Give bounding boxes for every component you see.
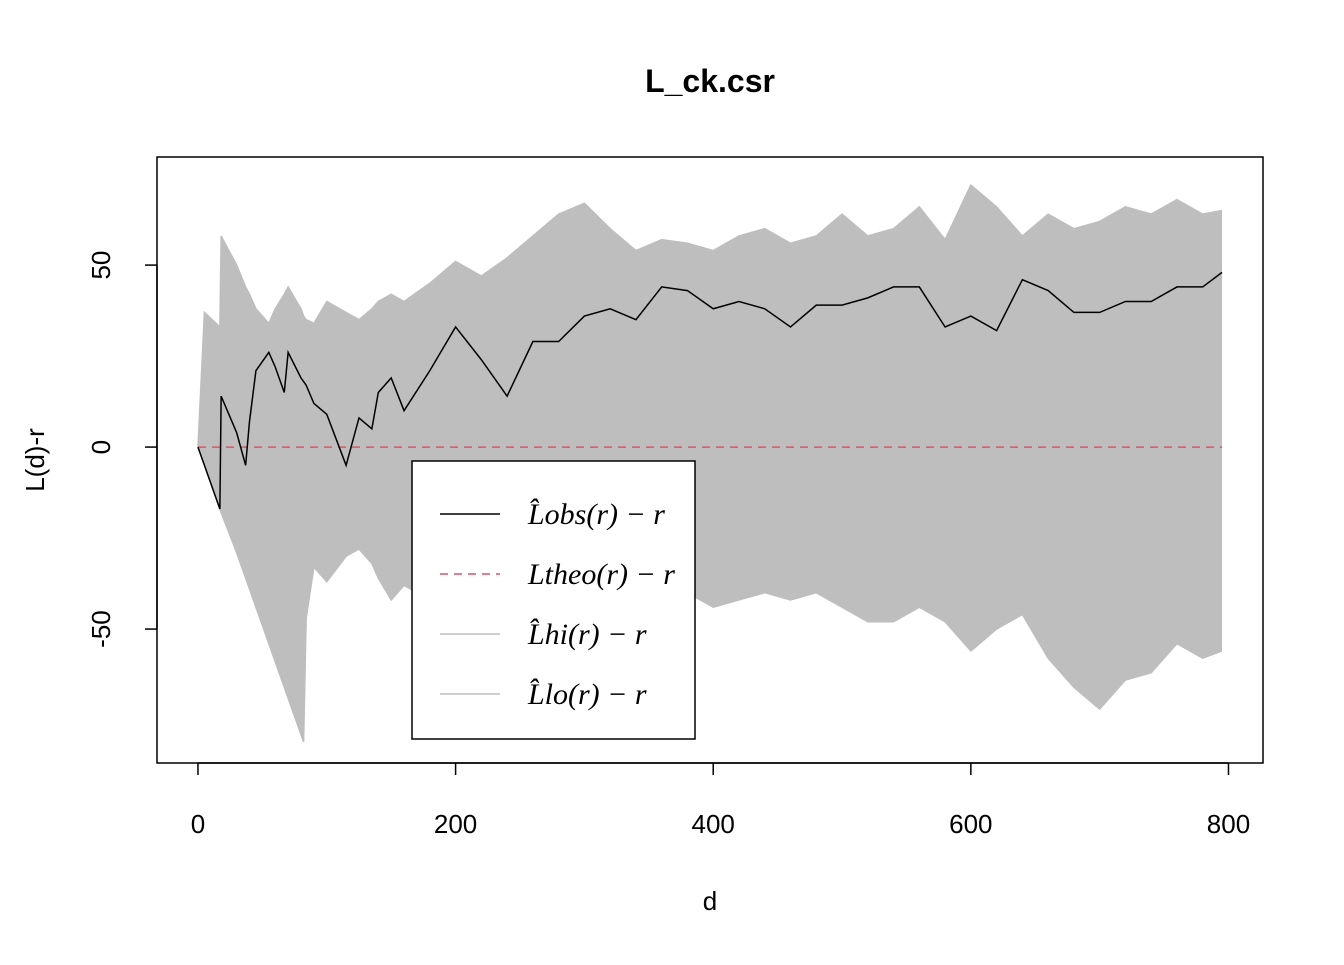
chart-title: L_ck.csr (645, 63, 775, 99)
x-tick-label: 200 (434, 809, 477, 839)
y-axis-label: L(d)-r (20, 428, 50, 492)
y-tick-label: 50 (86, 251, 116, 280)
legend-label: L̂lo(r) − r (527, 678, 647, 711)
series-line (197, 271, 1223, 510)
legend-label: L̂obs(r) − r (527, 498, 665, 531)
x-tick-label: 600 (949, 809, 992, 839)
legend-label: Ltheo(r) − r (527, 558, 675, 591)
x-tick-label: 400 (692, 809, 735, 839)
series-line (197, 183, 1223, 448)
legend-label: L̂hi(r) − r (527, 618, 647, 651)
y-tick-label: -50 (86, 610, 116, 648)
x-tick-label: 800 (1207, 809, 1250, 839)
envelope-band (197, 185, 1223, 742)
y-tick-label: 0 (86, 440, 116, 454)
x-axis-label: d (703, 886, 717, 916)
x-tick-label: 0 (191, 809, 205, 839)
legend-box (411, 460, 696, 740)
